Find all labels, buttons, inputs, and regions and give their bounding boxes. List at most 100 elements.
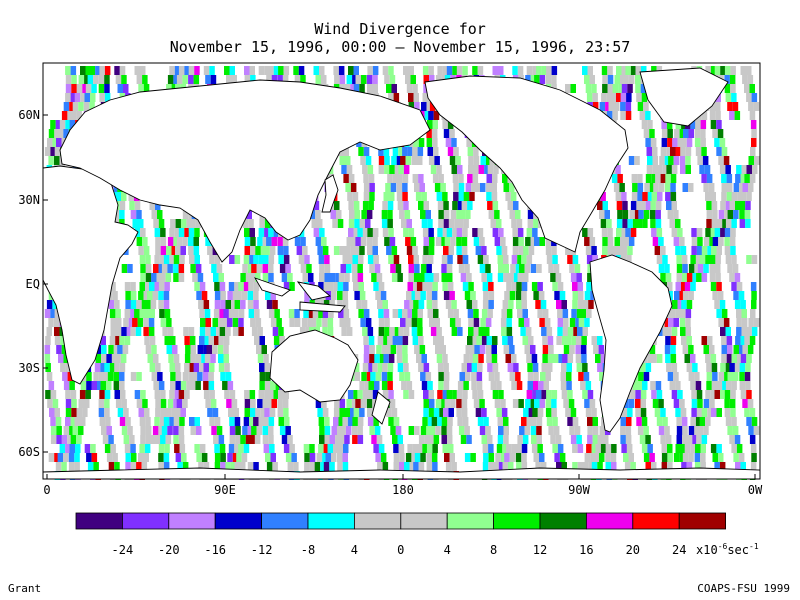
divergence-cell: [491, 354, 498, 363]
divergence-cell: [219, 282, 226, 291]
divergence-cell: [282, 75, 289, 84]
divergence-cell: [731, 93, 737, 102]
divergence-cell: [746, 255, 752, 264]
divergence-cell: [700, 462, 706, 471]
divergence-cell: [126, 327, 133, 336]
divergence-cell: [99, 390, 105, 399]
divergence-cell: [706, 363, 712, 372]
divergence-cell: [209, 390, 215, 399]
divergence-cell: [402, 354, 408, 363]
divergence-cell: [208, 381, 215, 390]
divergence-cell: [170, 336, 176, 345]
divergence-cell: [70, 111, 77, 120]
divergence-cell: [278, 390, 284, 399]
divergence-cell: [44, 147, 51, 156]
divergence-cell: [205, 318, 211, 327]
divergence-cell: [664, 426, 670, 435]
divergence-cell: [206, 345, 212, 354]
divergence-cell: [745, 201, 751, 210]
divergence-cell: [705, 192, 711, 201]
divergence-cell: [447, 120, 454, 129]
divergence-cell: [234, 300, 241, 309]
divergence-cell: [502, 444, 508, 453]
divergence-cell: [694, 129, 701, 138]
divergence-cell: [487, 363, 493, 372]
divergence-cell: [413, 282, 419, 291]
divergence-cell: [669, 219, 675, 228]
divergence-cell: [346, 237, 352, 246]
divergence-cell: [662, 165, 669, 174]
divergence-cell: [501, 309, 507, 318]
divergence-cell: [104, 390, 111, 399]
divergence-cell: [566, 381, 572, 390]
divergence-cell: [344, 84, 351, 93]
divergence-cell: [735, 174, 741, 183]
divergence-cell: [279, 336, 285, 345]
divergence-cell: [449, 318, 456, 327]
divergence-cell: [165, 435, 172, 444]
divergence-cell: [438, 174, 444, 183]
divergence-cell: [145, 345, 152, 354]
divergence-cell: [366, 210, 373, 219]
divergence-cell: [578, 318, 585, 327]
divergence-cell: [235, 426, 241, 435]
divergence-cell: [95, 66, 101, 75]
divergence-cell: [214, 255, 221, 264]
divergence-cell: [690, 282, 696, 291]
divergence-cell: [123, 318, 129, 327]
divergence-cell: [150, 300, 157, 309]
divergence-cell: [467, 174, 473, 183]
divergence-cell: [159, 417, 166, 426]
divergence-cell: [353, 201, 360, 210]
divergence-cell: [174, 390, 181, 399]
divergence-cell: [636, 417, 642, 426]
divergence-cell: [265, 453, 271, 462]
divergence-cell: [462, 390, 468, 399]
divergence-cell: [427, 219, 433, 228]
divergence-cell: [434, 318, 440, 327]
divergence-cell: [232, 453, 239, 462]
divergence-cell: [447, 255, 453, 264]
divergence-cell: [498, 462, 505, 471]
divergence-cell: [258, 66, 265, 75]
divergence-cell: [597, 363, 603, 372]
divergence-cell: [658, 426, 665, 435]
divergence-cell: [199, 336, 205, 345]
divergence-cell: [311, 219, 317, 228]
divergence-cell: [621, 408, 628, 417]
divergence-cell: [729, 237, 736, 246]
divergence-cell: [250, 237, 256, 246]
divergence-cell: [121, 426, 128, 435]
divergence-cell: [670, 183, 676, 192]
divergence-cell: [323, 282, 330, 291]
divergence-cell: [602, 246, 608, 255]
divergence-cell: [643, 453, 650, 462]
divergence-cell: [397, 201, 404, 210]
divergence-cell: [383, 192, 389, 201]
divergence-cell: [130, 210, 137, 219]
divergence-cell: [302, 246, 308, 255]
divergence-cell: [228, 282, 235, 291]
divergence-cell: [184, 363, 190, 372]
divergence-cell: [739, 201, 746, 210]
divergence-cell: [664, 264, 670, 273]
divergence-cell: [715, 102, 721, 111]
divergence-cell: [76, 111, 82, 120]
colorbar: [75, 512, 727, 530]
divergence-cell: [337, 291, 343, 300]
colorbar-swatch: [678, 512, 727, 530]
divergence-cell: [139, 309, 146, 318]
divergence-cell: [466, 273, 472, 282]
divergence-cell: [643, 129, 650, 138]
divergence-cell: [475, 246, 482, 255]
divergence-cell: [746, 354, 752, 363]
divergence-cell: [327, 444, 333, 453]
divergence-cell: [186, 219, 192, 228]
divergence-cell: [101, 354, 107, 363]
divergence-cell: [72, 102, 79, 111]
divergence-cell: [432, 120, 438, 129]
divergence-cell: [227, 291, 233, 300]
divergence-cell: [262, 426, 268, 435]
divergence-cell: [342, 453, 348, 462]
divergence-cell: [136, 372, 142, 381]
